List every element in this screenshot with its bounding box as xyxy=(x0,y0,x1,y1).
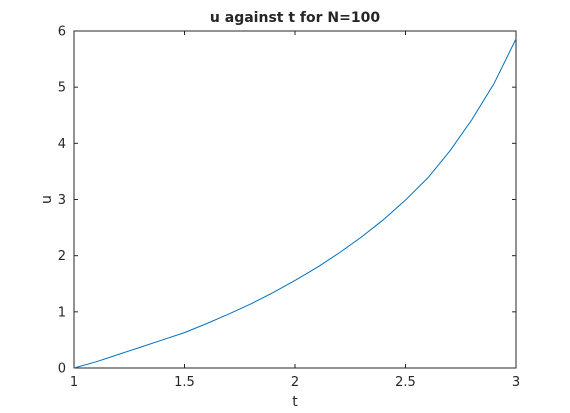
x-tick-label: 1.5 xyxy=(174,375,195,390)
x-axis-label: t xyxy=(292,394,298,410)
y-tick-label: 4 xyxy=(58,137,66,152)
y-tick-label: 3 xyxy=(58,193,66,208)
x-tick-label: 2 xyxy=(291,375,299,390)
y-tick-label: 1 xyxy=(58,305,66,320)
chart-title: u against t for N=100 xyxy=(210,10,380,26)
y-tick-label: 0 xyxy=(58,362,66,377)
series-line xyxy=(73,38,517,369)
x-axis-ticks: 1 1.5 2 2.5 3 xyxy=(70,31,520,390)
y-axis-label: u xyxy=(39,195,55,204)
series-group xyxy=(73,38,517,369)
x-tick-label: 3 xyxy=(512,375,520,390)
y-axis-ticks: 0 1 2 3 4 5 6 xyxy=(58,25,516,377)
x-tick-label: 1 xyxy=(70,375,78,390)
plot-area xyxy=(73,30,517,369)
x-tick-label: 2.5 xyxy=(395,375,416,390)
y-tick-label: 2 xyxy=(58,249,66,264)
y-tick-label: 5 xyxy=(58,81,66,96)
y-tick-label: 6 xyxy=(58,25,66,40)
